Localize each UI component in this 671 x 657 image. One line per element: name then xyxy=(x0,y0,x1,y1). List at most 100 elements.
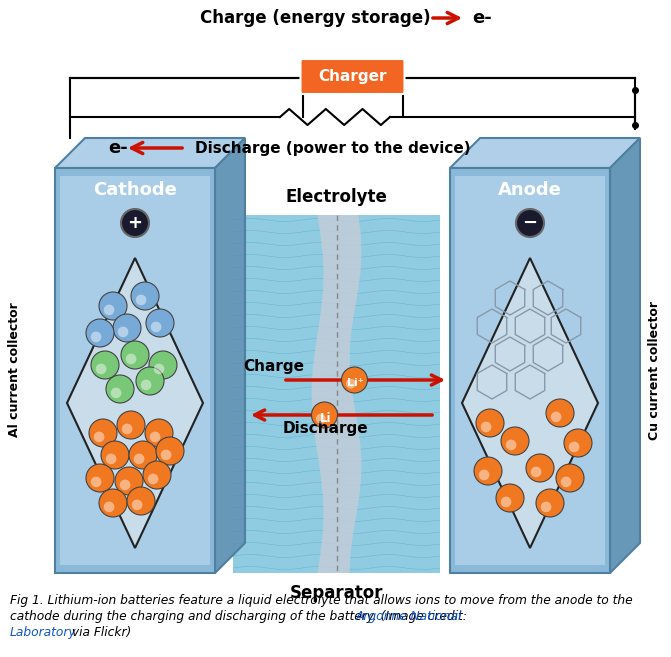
Polygon shape xyxy=(215,138,245,573)
Polygon shape xyxy=(455,176,605,565)
Circle shape xyxy=(148,474,158,484)
Polygon shape xyxy=(60,176,210,565)
Text: Charge: Charge xyxy=(243,359,304,373)
Circle shape xyxy=(86,319,114,347)
Circle shape xyxy=(536,489,564,517)
Polygon shape xyxy=(312,215,362,573)
Polygon shape xyxy=(450,168,610,573)
Text: −: − xyxy=(523,214,537,232)
Circle shape xyxy=(541,501,552,512)
Polygon shape xyxy=(67,258,203,548)
Circle shape xyxy=(96,363,107,374)
Polygon shape xyxy=(55,138,245,168)
Circle shape xyxy=(115,467,143,495)
Text: Anode: Anode xyxy=(498,181,562,199)
Circle shape xyxy=(104,501,114,512)
Text: Cathode: Cathode xyxy=(93,181,177,199)
FancyBboxPatch shape xyxy=(301,59,405,94)
Circle shape xyxy=(569,442,579,452)
Circle shape xyxy=(145,419,173,447)
Circle shape xyxy=(99,489,127,517)
Polygon shape xyxy=(610,138,640,573)
Circle shape xyxy=(106,375,134,403)
Circle shape xyxy=(501,497,511,507)
Circle shape xyxy=(150,432,160,442)
Polygon shape xyxy=(450,138,640,168)
Circle shape xyxy=(111,388,121,398)
Text: cathode during the charging and discharging of the battery. (Image credit:: cathode during the charging and discharg… xyxy=(10,610,471,623)
Bar xyxy=(233,215,440,573)
Circle shape xyxy=(91,351,119,379)
Circle shape xyxy=(556,464,584,492)
Circle shape xyxy=(136,367,164,395)
Circle shape xyxy=(125,353,136,364)
Circle shape xyxy=(501,427,529,455)
Circle shape xyxy=(89,419,117,447)
Text: Charger: Charger xyxy=(318,69,386,84)
Circle shape xyxy=(129,441,157,469)
Circle shape xyxy=(143,461,171,489)
Circle shape xyxy=(86,464,114,492)
Circle shape xyxy=(127,487,155,515)
Text: Al current collector: Al current collector xyxy=(9,303,21,438)
Text: e-: e- xyxy=(472,9,492,27)
Circle shape xyxy=(131,282,159,310)
Text: Electrolyte: Electrolyte xyxy=(286,188,387,206)
Circle shape xyxy=(134,453,144,464)
Text: Discharge (power to the device): Discharge (power to the device) xyxy=(195,141,470,156)
Circle shape xyxy=(154,363,164,374)
Circle shape xyxy=(149,351,177,379)
Circle shape xyxy=(496,484,524,512)
Circle shape xyxy=(311,402,338,428)
Text: Laboratory: Laboratory xyxy=(10,626,76,639)
Polygon shape xyxy=(462,258,598,548)
Circle shape xyxy=(342,367,368,393)
Circle shape xyxy=(113,314,141,342)
Text: Discharge: Discharge xyxy=(283,420,368,436)
Text: Li⁺: Li⁺ xyxy=(347,378,364,388)
Circle shape xyxy=(106,453,116,464)
Circle shape xyxy=(117,327,128,337)
Circle shape xyxy=(141,380,152,390)
Circle shape xyxy=(316,414,326,424)
Circle shape xyxy=(526,454,554,482)
Circle shape xyxy=(546,399,574,427)
Circle shape xyxy=(132,499,142,510)
Circle shape xyxy=(156,437,184,465)
Text: Argonne National: Argonne National xyxy=(356,610,462,623)
Circle shape xyxy=(480,422,491,432)
Circle shape xyxy=(94,432,105,442)
Text: Separator: Separator xyxy=(290,584,383,602)
Circle shape xyxy=(104,305,114,315)
Circle shape xyxy=(119,480,130,490)
Circle shape xyxy=(91,332,101,342)
Circle shape xyxy=(476,409,504,437)
Circle shape xyxy=(516,209,544,237)
Circle shape xyxy=(506,440,517,450)
Text: e-: e- xyxy=(108,139,127,157)
Circle shape xyxy=(136,294,146,306)
Circle shape xyxy=(564,429,592,457)
Circle shape xyxy=(561,476,572,487)
Circle shape xyxy=(101,441,129,469)
Circle shape xyxy=(474,457,502,485)
Circle shape xyxy=(121,341,149,369)
Text: via Flickr): via Flickr) xyxy=(68,626,132,639)
Text: Charge (energy storage): Charge (energy storage) xyxy=(200,9,431,27)
Text: +: + xyxy=(127,214,142,232)
Text: Li: Li xyxy=(320,411,331,424)
Circle shape xyxy=(151,321,162,332)
Circle shape xyxy=(91,476,101,487)
Circle shape xyxy=(531,466,541,477)
Polygon shape xyxy=(55,168,215,573)
Circle shape xyxy=(346,378,356,388)
Circle shape xyxy=(117,411,145,439)
Circle shape xyxy=(161,449,171,461)
Circle shape xyxy=(121,424,132,434)
Circle shape xyxy=(99,292,127,320)
Circle shape xyxy=(479,470,489,480)
Text: Cu current collector: Cu current collector xyxy=(648,300,662,440)
Circle shape xyxy=(146,309,174,337)
Text: Fig 1. Lithium-ion batteries feature a liquid electrolyte that allows ions to mo: Fig 1. Lithium-ion batteries feature a l… xyxy=(10,594,633,607)
Circle shape xyxy=(551,411,562,422)
